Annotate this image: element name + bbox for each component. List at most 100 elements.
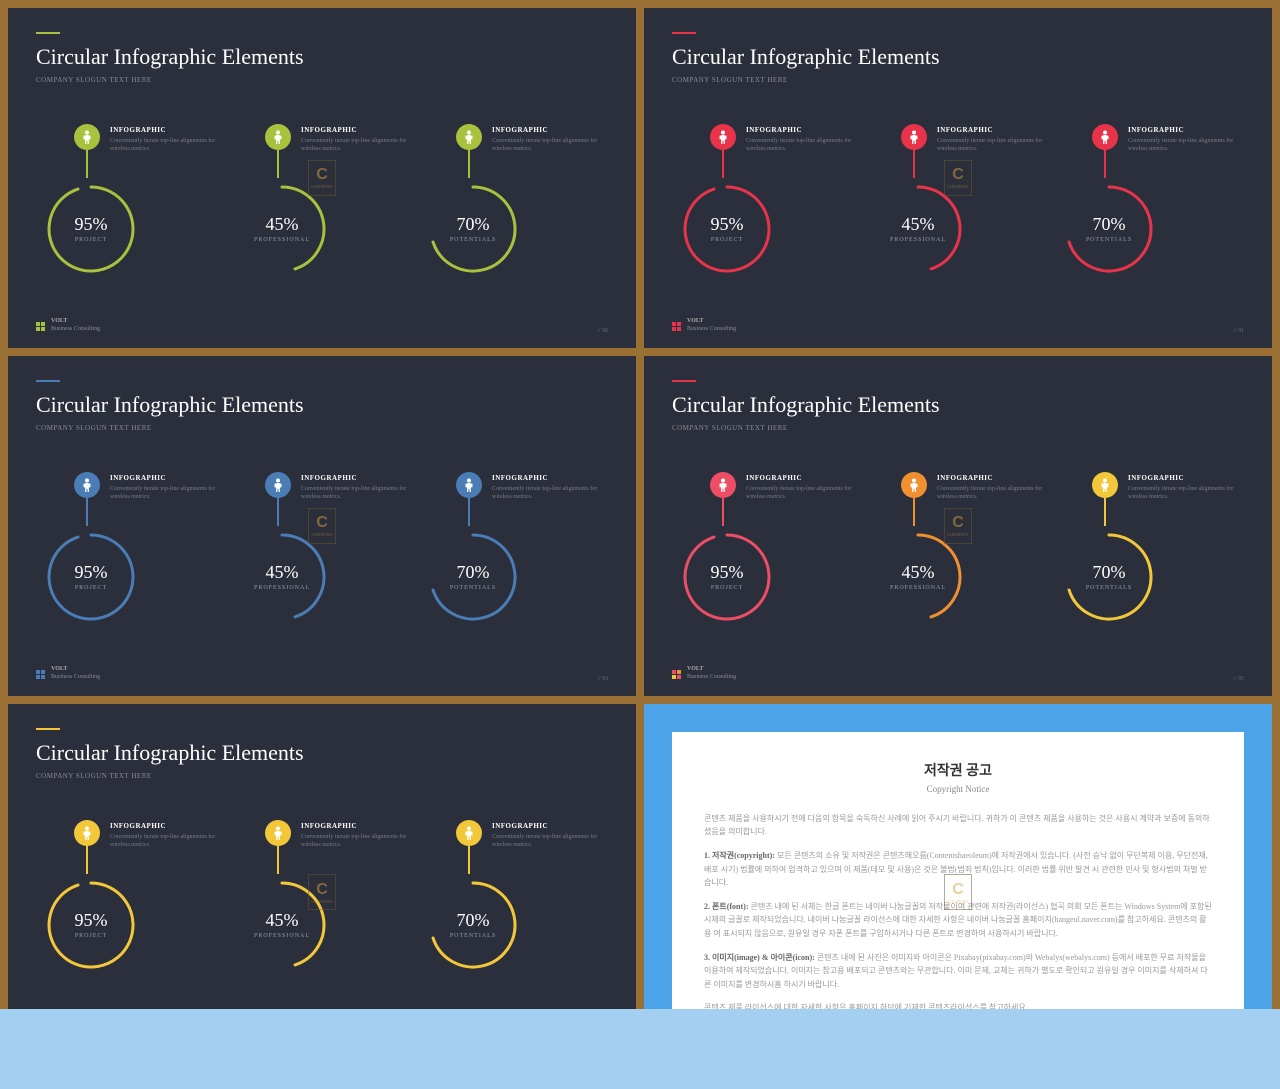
infographic-item: INFOGRAPHIC Conveniently iterate top-lin…	[428, 124, 598, 274]
category: POTENTIALS	[1086, 585, 1132, 591]
percentage: 45%	[266, 214, 299, 235]
slide-subtitle: COMPANY SLOGUN TEXT HERE	[672, 76, 1244, 84]
infographic-item: INFOGRAPHIC Conveniently iterate top-lin…	[873, 472, 1043, 622]
progress-ring: 95% PROJECT	[46, 532, 136, 622]
item-label: INFOGRAPHIC	[492, 126, 598, 134]
slide: Circular Infographic Elements COMPANY SL…	[8, 8, 636, 348]
notice-para: 3. 이미지(image) & 아이콘(icon): 콘텐츠 내에 된 사진은 …	[704, 951, 1212, 992]
slide-title: Circular Infographic Elements	[36, 740, 608, 766]
slide: Circular Infographic Elements COMPANY SL…	[644, 356, 1272, 696]
page-number: // 90	[597, 328, 608, 334]
item-desc: Conveniently iterate top-line alignments…	[301, 485, 407, 502]
item-desc: Conveniently iterate top-line alignments…	[301, 137, 407, 154]
page-number: // 93	[597, 676, 608, 682]
person-icon	[1092, 124, 1118, 150]
progress-ring: 45% PROFESSIONAL	[873, 532, 963, 622]
progress-ring: 45% PROFESSIONAL	[237, 880, 327, 970]
infographic-item: INFOGRAPHIC Conveniently iterate top-lin…	[682, 472, 852, 622]
page-number: // 95	[1233, 676, 1244, 682]
footer-brand: VOLT	[687, 318, 703, 324]
item-desc: Conveniently iterate top-line alignments…	[492, 833, 598, 850]
logo-icon	[36, 322, 45, 331]
accent-bar	[672, 32, 696, 34]
person-icon	[265, 820, 291, 846]
infographic-item: INFOGRAPHIC Conveniently iterate top-lin…	[682, 124, 852, 274]
logo-icon	[672, 322, 681, 331]
person-icon	[901, 472, 927, 498]
item-label: INFOGRAPHIC	[937, 474, 1043, 482]
accent-bar	[36, 32, 60, 34]
progress-ring: 95% PROJECT	[46, 184, 136, 274]
slide: Circular Infographic Elements COMPANY SL…	[8, 356, 636, 696]
person-icon	[265, 472, 291, 498]
infographic-item: INFOGRAPHIC Conveniently iterate top-lin…	[428, 472, 598, 622]
item-desc: Conveniently iterate top-line alignments…	[492, 137, 598, 154]
item-label: INFOGRAPHIC	[110, 474, 216, 482]
item-label: INFOGRAPHIC	[301, 822, 407, 830]
progress-ring: 70% POTENTIALS	[1064, 184, 1154, 274]
footer: VOLTBusiness Consulting	[672, 666, 736, 682]
item-label: INFOGRAPHIC	[110, 822, 216, 830]
infographic-item: INFOGRAPHIC Conveniently iterate top-lin…	[237, 124, 407, 274]
progress-ring: 70% POTENTIALS	[428, 184, 518, 274]
notice-para: 2. 폰트(font): 콘텐츠 내에 된 서체는 한글 폰트는 네이버 나눔글…	[704, 900, 1212, 941]
progress-ring: 95% PROJECT	[682, 532, 772, 622]
category: PROJECT	[75, 585, 107, 591]
category: PROFESSIONAL	[890, 585, 946, 591]
item-desc: Conveniently iterate top-line alignments…	[1128, 485, 1234, 502]
logo-icon	[36, 670, 45, 679]
item-desc: Conveniently iterate top-line alignments…	[937, 485, 1043, 502]
slide-subtitle: COMPANY SLOGUN TEXT HERE	[36, 772, 608, 780]
infographic-item: INFOGRAPHIC Conveniently iterate top-lin…	[46, 124, 216, 274]
person-icon	[265, 124, 291, 150]
progress-ring: 45% PROFESSIONAL	[237, 532, 327, 622]
person-icon	[710, 472, 736, 498]
item-label: INFOGRAPHIC	[301, 474, 407, 482]
item-label: INFOGRAPHIC	[746, 474, 852, 482]
footer-sub: Business Consulting	[51, 674, 100, 680]
item-label: INFOGRAPHIC	[937, 126, 1043, 134]
infographic-item: INFOGRAPHIC Conveniently iterate top-lin…	[428, 820, 598, 970]
progress-ring: 95% PROJECT	[682, 184, 772, 274]
person-icon	[901, 124, 927, 150]
category: PROFESSIONAL	[254, 585, 310, 591]
person-icon	[456, 124, 482, 150]
item-label: INFOGRAPHIC	[492, 822, 598, 830]
notice-para: 콘텐츠 제품을 사용하시기 전에 다음의 항목을 숙독하신 사례에 읽어 주시기…	[704, 812, 1212, 839]
slide-title: Circular Infographic Elements	[672, 44, 1244, 70]
item-label: INFOGRAPHIC	[746, 126, 852, 134]
item-label: INFOGRAPHIC	[110, 126, 216, 134]
percentage: 70%	[457, 910, 490, 931]
category: POTENTIALS	[450, 933, 496, 939]
footer-sub: Business Consulting	[687, 674, 736, 680]
percentage: 70%	[457, 214, 490, 235]
person-icon	[74, 820, 100, 846]
accent-bar	[672, 380, 696, 382]
notice-title: 저작권 공고	[704, 760, 1212, 780]
footer: VOLTBusiness Consulting	[36, 318, 100, 334]
item-desc: Conveniently iterate top-line alignments…	[746, 485, 852, 502]
notice-subtitle: Copyright Notice	[704, 784, 1212, 794]
progress-ring: 70% POTENTIALS	[1064, 532, 1154, 622]
footer-sub: Business Consulting	[51, 326, 100, 332]
percentage: 95%	[711, 562, 744, 583]
category: PROFESSIONAL	[254, 237, 310, 243]
item-desc: Conveniently iterate top-line alignments…	[110, 485, 216, 502]
infographic-item: INFOGRAPHIC Conveniently iterate top-lin…	[1064, 472, 1234, 622]
item-desc: Conveniently iterate top-line alignments…	[746, 137, 852, 154]
percentage: 45%	[902, 562, 935, 583]
percentage: 45%	[902, 214, 935, 235]
percentage: 95%	[75, 214, 108, 235]
percentage: 45%	[266, 910, 299, 931]
item-label: INFOGRAPHIC	[1128, 474, 1234, 482]
percentage: 70%	[1093, 562, 1126, 583]
category: PROJECT	[75, 237, 107, 243]
footer-sub: Business Consulting	[687, 326, 736, 332]
footer: VOLTBusiness Consulting	[36, 666, 100, 682]
percentage: 95%	[711, 214, 744, 235]
item-label: INFOGRAPHIC	[1128, 126, 1234, 134]
infographic-item: INFOGRAPHIC Conveniently iterate top-lin…	[237, 472, 407, 622]
category: PROFESSIONAL	[254, 933, 310, 939]
item-desc: Conveniently iterate top-line alignments…	[110, 137, 216, 154]
infographic-item: INFOGRAPHIC Conveniently iterate top-lin…	[873, 124, 1043, 274]
